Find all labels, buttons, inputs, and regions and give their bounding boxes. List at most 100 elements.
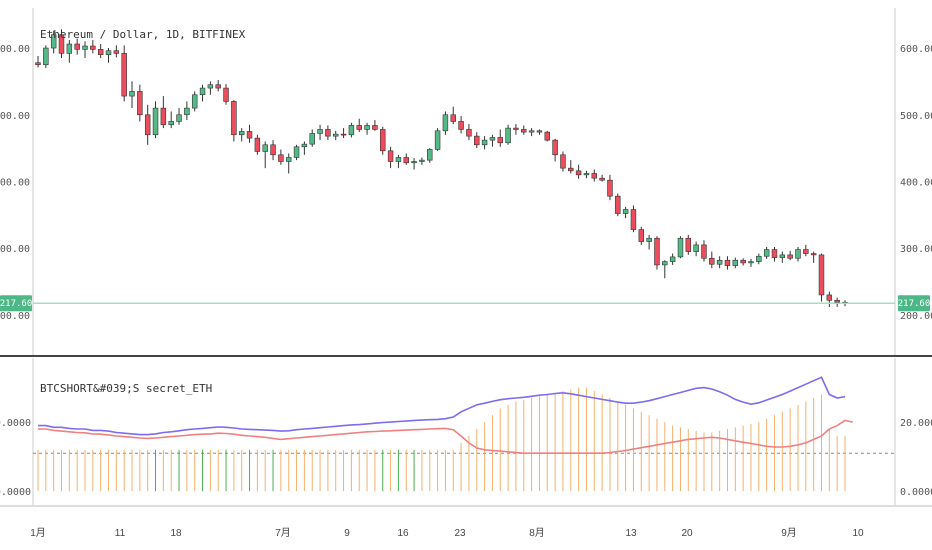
candle-body-up: [238, 131, 245, 136]
candle: [105, 48, 112, 63]
indicator-y-tick-labels: 20.0000 20.0000 0.0000 0.0000: [0, 418, 932, 498]
candle: [521, 125, 527, 135]
candle: [262, 141, 268, 169]
main-y-tick-left: 600.00: [0, 44, 30, 55]
price-tag-right-text: 217.60: [898, 299, 931, 309]
candle: [803, 244, 809, 257]
candle-body-up: [199, 87, 206, 96]
candle: [372, 120, 378, 131]
candle-body-up: [716, 259, 723, 265]
candle: [528, 128, 535, 137]
candle: [293, 144, 300, 161]
main-y-tick-right: 600.00: [900, 44, 932, 55]
candle-body-down: [615, 195, 621, 214]
time-axis-label: 11: [115, 528, 126, 539]
candle-body-up: [528, 130, 535, 133]
candle-body-down: [387, 150, 394, 162]
candle-body-down: [215, 84, 221, 89]
candle-body-down: [231, 101, 237, 136]
candle-body-up: [756, 255, 762, 262]
candle-body-down: [810, 253, 817, 256]
candle-body-down: [121, 53, 127, 97]
candle-body-down: [144, 114, 151, 136]
candle-body-up: [427, 149, 433, 161]
candle: [317, 124, 323, 141]
candle: [113, 45, 120, 58]
main-y-tick-left: 500.00: [0, 111, 30, 122]
indicator-y-tick-left: 20.0000: [0, 418, 31, 429]
candle-body-down: [740, 259, 746, 264]
candle: [176, 108, 182, 125]
candle: [795, 246, 801, 262]
candle-body-up: [583, 173, 590, 176]
candle-body-down: [325, 129, 331, 137]
candle: [419, 157, 425, 165]
candle: [387, 146, 394, 169]
candle: [121, 45, 127, 102]
main-y-tick-right: 400.00: [900, 178, 932, 189]
time-axis-label: 1月: [30, 527, 46, 539]
candle: [654, 236, 660, 270]
candle: [748, 258, 754, 267]
main-panel: [32, 8, 896, 355]
candle: [356, 118, 362, 133]
candle: [97, 44, 104, 59]
candle: [160, 96, 167, 129]
candle-body-down: [278, 154, 284, 162]
candle-body-up: [348, 125, 355, 136]
candle: [810, 251, 817, 263]
candle: [826, 291, 833, 307]
candle: [427, 148, 433, 163]
indicator-title[interactable]: BTCSHORT&#039;S secret_ETH: [40, 382, 212, 395]
candle-body-up: [191, 94, 198, 109]
candle: [716, 256, 723, 269]
time-axis-label: 8月: [529, 527, 545, 539]
candle: [552, 138, 558, 162]
candle: [834, 297, 840, 307]
price-tag-left-text: 217.60: [0, 299, 32, 309]
indicator-bar-series: [37, 387, 846, 492]
candle: [599, 174, 605, 182]
candle-body-down: [35, 62, 41, 66]
candle-body-down: [787, 254, 793, 259]
candle-body-up: [207, 84, 214, 89]
candle: [701, 240, 707, 262]
candle: [66, 40, 73, 63]
candle-body-down: [97, 49, 104, 56]
candle: [740, 258, 746, 266]
candle: [779, 251, 786, 263]
candle-body-down: [803, 249, 809, 254]
candle: [301, 141, 308, 155]
candle-body-up: [309, 133, 315, 145]
main-y-tick-right: 300.00: [900, 244, 932, 255]
candle: [646, 234, 652, 250]
candle-body-up: [763, 249, 770, 257]
candle-body-down: [403, 157, 409, 164]
candle-body-up: [285, 157, 292, 162]
candle-body-up: [293, 146, 300, 158]
main-y-tick-right: 200.00: [900, 311, 932, 322]
candle: [364, 122, 370, 135]
candle: [82, 41, 88, 59]
candle-body-up: [43, 47, 49, 66]
candle-body-up: [669, 256, 676, 262]
candle: [662, 260, 668, 279]
candle-body-up: [662, 261, 668, 266]
candle: [607, 174, 613, 201]
candle: [403, 153, 409, 165]
time-axis-label: 18: [170, 528, 182, 539]
candle: [43, 45, 49, 69]
candle-body-down: [521, 129, 527, 133]
main-chart-title[interactable]: Ethereum / Dollar, 1D, BITFINEX: [40, 28, 246, 41]
candle-body-up: [489, 137, 496, 141]
candle-body-up: [646, 237, 652, 242]
time-axis-label: 9月: [781, 527, 797, 539]
candle-body-down: [340, 133, 347, 136]
price-tag-left: [0, 295, 32, 312]
time-axis-label: 20: [681, 528, 693, 539]
candle-body-down: [771, 249, 778, 258]
main-y-tick-labels: 600.00 600.00 500.00 500.00 400.00 400.00 300.…: [0, 44, 932, 322]
candle-body-down: [552, 139, 558, 156]
candle: [630, 205, 637, 233]
